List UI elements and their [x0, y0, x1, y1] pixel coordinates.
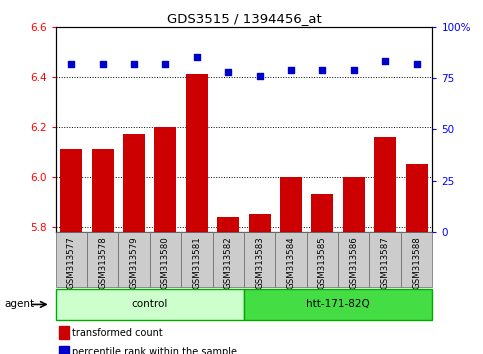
- Bar: [338, 232, 369, 287]
- Bar: [343, 177, 365, 232]
- Point: [319, 67, 327, 73]
- Point: [193, 55, 201, 60]
- Point: [382, 59, 389, 64]
- Text: GSM313578: GSM313578: [98, 236, 107, 289]
- Bar: [374, 137, 396, 232]
- Bar: [56, 232, 87, 287]
- Bar: [87, 232, 118, 287]
- Bar: [155, 127, 176, 232]
- Bar: [369, 232, 401, 287]
- Bar: [150, 232, 181, 287]
- Point: [224, 69, 232, 75]
- Text: GSM313586: GSM313586: [349, 236, 358, 289]
- Text: agent: agent: [5, 299, 35, 309]
- Point: [130, 61, 138, 66]
- Bar: [401, 232, 432, 287]
- Point: [256, 73, 264, 79]
- Text: percentile rank within the sample: percentile rank within the sample: [72, 347, 238, 354]
- Bar: [217, 217, 239, 232]
- Text: GSM313587: GSM313587: [381, 236, 390, 289]
- Title: GDS3515 / 1394456_at: GDS3515 / 1394456_at: [167, 12, 321, 25]
- Bar: [60, 149, 82, 232]
- Point: [412, 61, 420, 66]
- Text: GSM313585: GSM313585: [318, 236, 327, 289]
- Bar: [59, 346, 69, 354]
- Bar: [280, 177, 302, 232]
- Text: GSM313584: GSM313584: [286, 236, 296, 289]
- Bar: [244, 232, 275, 287]
- Bar: [406, 164, 427, 232]
- Bar: [56, 289, 244, 320]
- Text: GSM313588: GSM313588: [412, 236, 421, 289]
- Point: [99, 61, 107, 66]
- Point: [68, 61, 75, 66]
- Bar: [213, 232, 244, 287]
- Text: GSM313580: GSM313580: [161, 236, 170, 289]
- Text: transformed count: transformed count: [72, 328, 163, 338]
- Text: GSM313579: GSM313579: [129, 236, 139, 289]
- Text: GSM313581: GSM313581: [192, 236, 201, 289]
- Text: GSM313583: GSM313583: [255, 236, 264, 289]
- Bar: [92, 149, 114, 232]
- Bar: [123, 134, 145, 232]
- Bar: [244, 289, 432, 320]
- Bar: [312, 194, 333, 232]
- Bar: [181, 232, 213, 287]
- Bar: [186, 74, 208, 232]
- Point: [287, 67, 295, 73]
- Text: htt-171-82Q: htt-171-82Q: [306, 299, 370, 309]
- Bar: [275, 232, 307, 287]
- Bar: [118, 232, 150, 287]
- Point: [161, 61, 170, 66]
- Bar: [59, 326, 69, 339]
- Text: control: control: [131, 299, 168, 309]
- Text: GSM313577: GSM313577: [67, 236, 76, 289]
- Bar: [307, 232, 338, 287]
- Text: GSM313582: GSM313582: [224, 236, 233, 289]
- Point: [350, 67, 357, 73]
- Bar: [249, 214, 270, 232]
